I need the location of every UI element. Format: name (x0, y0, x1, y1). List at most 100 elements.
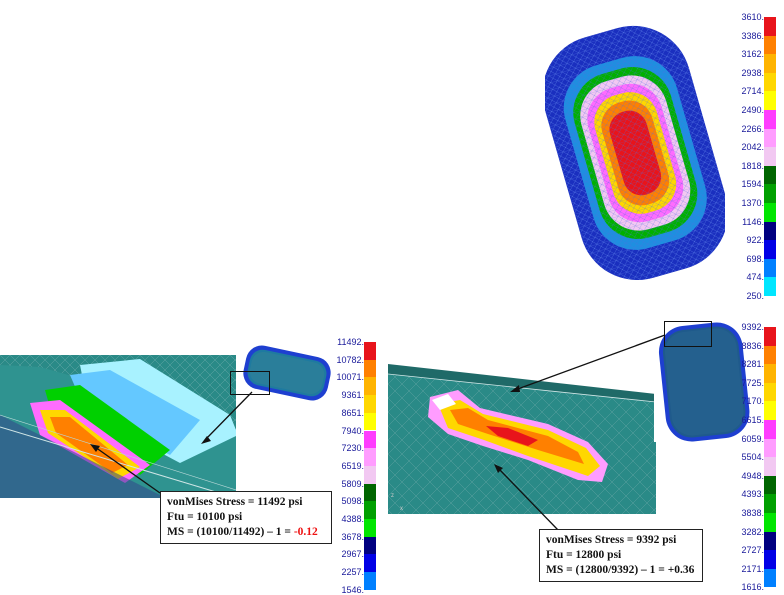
legend-tick-label: 1818. (741, 160, 764, 171)
legend-tick-label: 1146. (742, 216, 764, 227)
legend-color-swatch (364, 465, 376, 484)
legend-tick-label: 9361. (341, 390, 364, 401)
legend-color-swatch (364, 395, 376, 413)
legend-color-swatch (364, 412, 376, 431)
legend-color-swatch (764, 327, 776, 346)
legend-tick-label: 2727. (741, 545, 764, 556)
legend-color-swatch (364, 483, 376, 502)
right-note-line1: vonMises Stress = 9392 psi (546, 534, 677, 546)
legend-tick-label: 2042. (741, 142, 764, 153)
svg-text:x: x (400, 506, 403, 512)
legend-color-swatch (764, 110, 776, 129)
legend-tick-label: 7230. (341, 443, 364, 454)
legend-color-swatch (764, 258, 776, 278)
legend-tick-label: 4393. (741, 489, 764, 500)
legend-tick-label: 5809. (341, 478, 364, 489)
legend-tick-label: 3162. (741, 49, 764, 60)
left-color-legend: 11492. 10782. 10071. 9361. 8651. 7940. 7230. 65… (335, 337, 380, 595)
legend-tick-label: 698. (746, 253, 764, 264)
legend-tick-label: 250. (746, 291, 764, 301)
legend-tick-label: 3386. (741, 30, 764, 41)
legend-color-swatch (764, 203, 776, 222)
legend-tick-label: 11492. (337, 337, 364, 347)
right-note-line3: MS = (12800/9392) – 1 = +0.36 (546, 564, 695, 576)
svg-text:z: z (391, 493, 394, 499)
legend-tick-label: 2967. (341, 549, 364, 560)
legend-color-swatch (364, 501, 376, 519)
legend-color-swatch (364, 377, 376, 396)
legend-color-swatch (764, 165, 776, 185)
legend-tick-label: 3282. (741, 526, 764, 537)
legend-color-swatch (764, 184, 776, 203)
legend-color-swatch (764, 221, 776, 241)
legend-color-swatch (764, 438, 776, 458)
legend-color-swatch (364, 448, 376, 466)
legend-color-swatch (764, 364, 776, 383)
legend-color-swatch (764, 475, 776, 495)
legend-color-swatch (364, 519, 376, 537)
legend-tick-label: 9392. (741, 322, 764, 332)
legend-color-swatch (764, 147, 776, 166)
top-color-legend: 3610. 3386. 3162. 2938. 2714. 2490. 2266. 2042.… (735, 12, 780, 302)
right-color-legend: 9392. 8836. 8281. 7725. 7170. 6615. 6059. 5504.… (735, 322, 780, 592)
legend-tick-label: 2490. (741, 105, 764, 115)
legend-tick-label: 3678. (341, 531, 364, 542)
legend-tick-label: 6059. (741, 433, 764, 444)
legend-tick-label: 7725. (741, 377, 764, 388)
legend-color-swatch (764, 550, 776, 569)
legend-color-swatch (764, 457, 776, 476)
top-panel-contour (545, 25, 725, 281)
legend-color-swatch (364, 430, 376, 449)
legend-color-swatch (764, 240, 776, 259)
legend-color-swatch (364, 554, 376, 573)
legend-tick-label: 1370. (741, 198, 764, 208)
legend-tick-label: 1616. (741, 582, 764, 593)
legend-color-swatch (764, 277, 776, 296)
legend-tick-label: 3610. (741, 12, 764, 22)
legend-tick-label: 10071. (336, 372, 364, 383)
right-stress-note: vonMises Stress = 9392 psi Ftu = 12800 p… (539, 529, 703, 582)
right-thumbnail-panel (654, 320, 754, 442)
legend-color-swatch (364, 359, 376, 378)
right-note-line2: Ftu = 12800 psi (546, 549, 622, 561)
legend-color-swatch (764, 494, 776, 513)
legend-tick-label: 7940. (341, 425, 364, 436)
left-note-line2: Ftu = 10100 psi (167, 511, 243, 523)
legend-tick-label: 5098. (341, 496, 364, 507)
legend-tick-label: 474. (746, 272, 764, 283)
legend-tick-label: 1594. (741, 179, 764, 190)
left-note-ms-value: -0.12 (293, 526, 318, 538)
legend-tick-label: 10782. (336, 354, 364, 365)
legend-tick-label: 2171. (741, 563, 764, 574)
legend-color-swatch (764, 420, 776, 439)
legend-tick-label: 4948. (741, 470, 764, 481)
left-thumbnail-panel (236, 335, 338, 413)
legend-tick-label: 8281. (741, 359, 764, 370)
legend-color-swatch (764, 91, 776, 110)
left-stress-note: vonMises Stress = 11492 psi Ftu = 10100 … (160, 491, 332, 544)
legend-tick-label: 6615. (741, 415, 764, 425)
left-note-line3: MS = (10100/11492) – 1 = -0.12 (167, 526, 318, 538)
legend-color-swatch (764, 35, 776, 55)
legend-tick-label: 3838. (741, 508, 764, 518)
legend-color-swatch (764, 513, 776, 532)
right-zoom-contour: z x (388, 364, 656, 514)
legend-color-swatch (364, 536, 376, 555)
legend-tick-label: 2266. (741, 123, 764, 134)
legend-tick-label: 5504. (741, 452, 764, 463)
legend-color-swatch (764, 17, 776, 36)
legend-color-swatch (364, 342, 376, 360)
legend-tick-label: 922. (746, 235, 764, 246)
left-zoom-contour (0, 355, 236, 498)
legend-tick-label: 8836. (741, 340, 764, 351)
legend-color-swatch (764, 72, 776, 92)
legend-color-swatch (764, 382, 776, 402)
legend-tick-label: 7170. (741, 396, 764, 407)
right-zoom-highlight-box (664, 321, 712, 347)
legend-color-swatch (764, 401, 776, 420)
legend-color-swatch (764, 128, 776, 148)
legend-tick-label: 6519. (341, 460, 364, 471)
legend-tick-label: 8651. (341, 407, 364, 418)
